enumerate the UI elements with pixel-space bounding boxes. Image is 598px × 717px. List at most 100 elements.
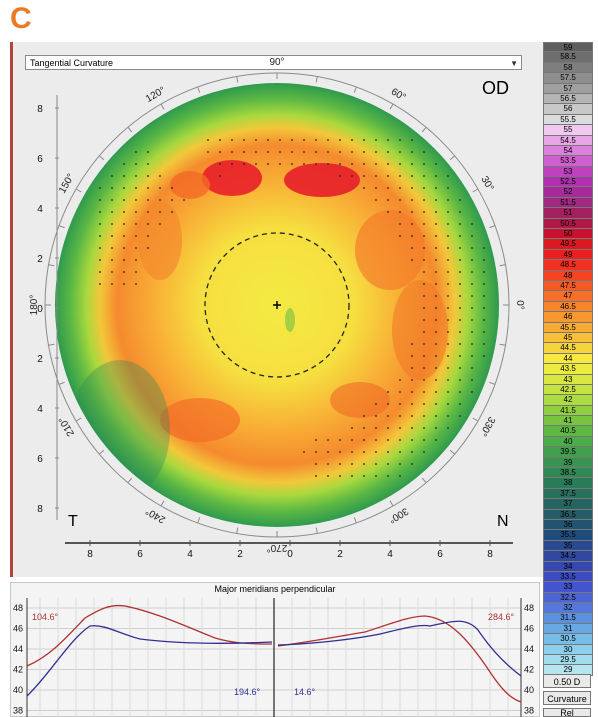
grid-dot	[303, 139, 305, 141]
grid-dot	[423, 343, 425, 345]
grid-dot	[315, 451, 317, 453]
legend-cell: 31.5	[543, 613, 593, 624]
y-tick-label: 2	[37, 354, 43, 365]
legend-cell: 48.5	[543, 260, 593, 271]
grid-dot	[123, 211, 125, 213]
grid-dot	[111, 235, 113, 237]
grid-dot	[159, 223, 161, 225]
grid-dot	[435, 163, 437, 165]
chevron-down-icon[interactable]: ▼	[510, 59, 518, 68]
right-red-meridian-label: 284.6°	[488, 612, 515, 622]
grid-dot	[183, 199, 185, 201]
grid-dot	[435, 271, 437, 273]
grid-dot	[111, 187, 113, 189]
grid-dot	[411, 163, 413, 165]
legend-cell: 56	[543, 104, 593, 115]
grid-dot	[99, 271, 101, 273]
grid-dot	[159, 175, 161, 177]
grid-dot	[411, 427, 413, 429]
grid-dot	[255, 151, 257, 153]
grid-dot	[435, 295, 437, 297]
grid-dot	[387, 199, 389, 201]
grid-dot	[231, 151, 233, 153]
legend-cell: 56.5	[543, 93, 593, 105]
grid-dot	[99, 211, 101, 213]
grid-dot	[459, 283, 461, 285]
grid-dot	[471, 259, 473, 261]
grid-dot	[147, 223, 149, 225]
grid-dot	[111, 175, 113, 177]
grid-dot	[255, 139, 257, 141]
grid-dot	[399, 439, 401, 441]
grid-dot	[423, 319, 425, 321]
grid-dot	[399, 415, 401, 417]
grid-dot	[351, 451, 353, 453]
grid-dot	[339, 139, 341, 141]
grid-dot	[423, 163, 425, 165]
angle-label: 90°	[269, 57, 284, 68]
grid-dot	[411, 379, 413, 381]
topography-map[interactable]: 0°30°60°90°120°150°180°210°240°270°300°3…	[0, 0, 598, 580]
grid-dot	[411, 139, 413, 141]
legend-cell: 36.5	[543, 509, 593, 520]
grid-dot	[327, 451, 329, 453]
grid-dot	[351, 427, 353, 429]
grid-dot	[459, 391, 461, 393]
grid-dot	[243, 151, 245, 153]
grid-dot	[435, 247, 437, 249]
y-tick-label: 8	[37, 104, 43, 115]
grid-dot	[423, 247, 425, 249]
legend-cell: 43.5	[543, 364, 593, 375]
grid-dot	[279, 163, 281, 165]
step-button[interactable]: 0.50 D	[543, 674, 591, 688]
legend-cell: 32	[543, 603, 593, 614]
grid-dot	[435, 367, 437, 369]
grid-dot	[387, 175, 389, 177]
curvature-mode-button[interactable]: Curvature	[543, 691, 591, 705]
grid-dot	[315, 475, 317, 477]
grid-dot	[435, 415, 437, 417]
eye-label: OD	[482, 78, 509, 98]
grid-dot	[147, 175, 149, 177]
rel-button[interactable]: Rel	[543, 708, 591, 717]
grid-dot	[111, 259, 113, 261]
grid-dot	[99, 259, 101, 261]
grid-dot	[411, 391, 413, 393]
grid-dot	[135, 211, 137, 213]
grid-dot	[399, 451, 401, 453]
grid-dot	[123, 223, 125, 225]
grid-dot	[447, 367, 449, 369]
grid-dot	[387, 391, 389, 393]
angle-label: 270°	[267, 542, 288, 553]
legend-cell: 45	[543, 332, 593, 344]
grid-dot	[435, 235, 437, 237]
grid-dot	[123, 259, 125, 261]
legend-cell: 53.5	[543, 156, 593, 167]
grid-dot	[267, 151, 269, 153]
grid-dot	[339, 175, 341, 177]
grid-dot	[399, 163, 401, 165]
grid-dot	[291, 163, 293, 165]
grid-dot	[123, 235, 125, 237]
grid-dot	[423, 295, 425, 297]
legend-cell: 47	[543, 291, 593, 302]
legend-cell: 30	[543, 644, 593, 656]
grid-dot	[387, 163, 389, 165]
legend-cell: 38	[543, 478, 593, 489]
grid-dot	[471, 319, 473, 321]
grid-dot	[483, 295, 485, 297]
legend-cell: 45.5	[543, 322, 593, 333]
grid-dot	[459, 379, 461, 381]
grid-dot	[459, 307, 461, 309]
grid-dot	[363, 463, 365, 465]
grid-dot	[339, 439, 341, 441]
legend-cell: 37.5	[543, 488, 593, 500]
grid-dot	[447, 391, 449, 393]
grid-dot	[219, 139, 221, 141]
grid-dot	[135, 199, 137, 201]
grid-dot	[447, 331, 449, 333]
map-type-dropdown[interactable]: Tangential Curvature ▼	[25, 55, 522, 70]
legend-cell: 44	[543, 353, 593, 365]
grid-dot	[123, 247, 125, 249]
grid-dot	[435, 427, 437, 429]
